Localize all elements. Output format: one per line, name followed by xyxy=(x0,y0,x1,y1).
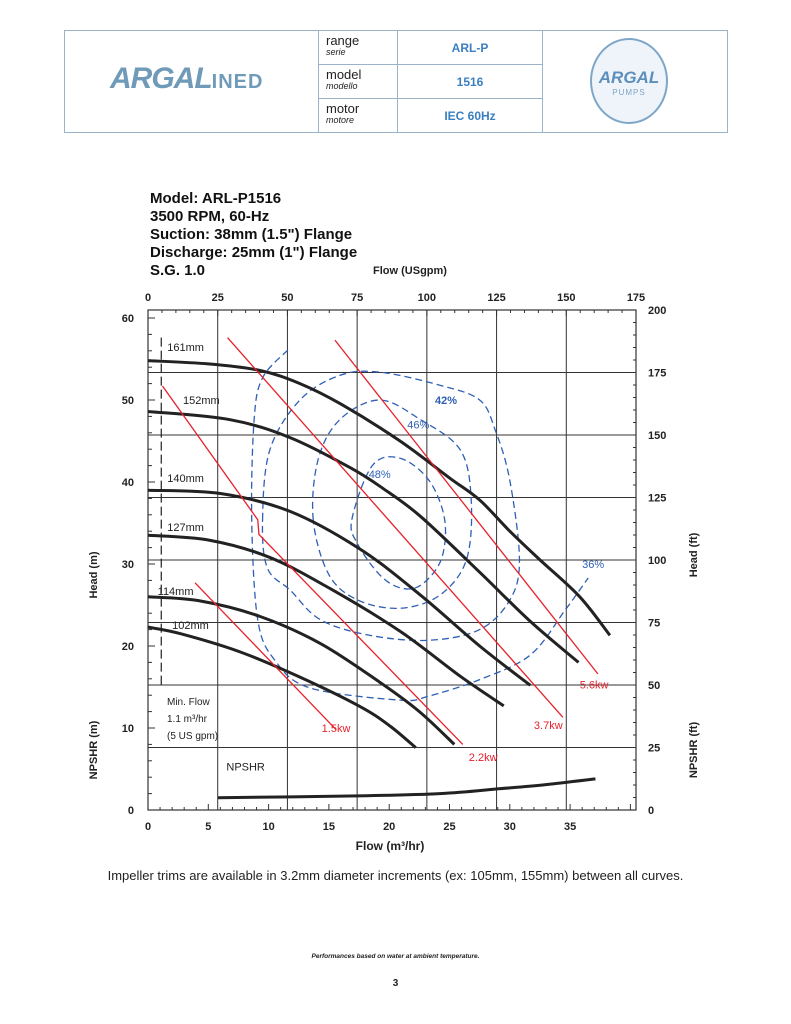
head-curve-140mm xyxy=(147,488,532,687)
y-tick-label: 0 xyxy=(128,805,134,817)
power-label: 2.2kw xyxy=(469,752,498,764)
power-label: 5.6kw xyxy=(580,680,609,692)
npshr-curve xyxy=(217,777,596,800)
x2-tick-label: 50 xyxy=(281,292,293,304)
npshr-y-axis-label: NPSHR (m) xyxy=(88,720,100,779)
pump-info: Model: ARL-P1516 3500 RPM, 60-Hz Suction… xyxy=(150,190,357,280)
x-tick-label: 5 xyxy=(205,821,211,833)
efficiency-label: 46% xyxy=(407,420,429,432)
min-flow-label: (5 US gpm) xyxy=(167,731,218,742)
x2-axis-label: Flow (USgpm) xyxy=(373,265,447,277)
y-tick-label: 40 xyxy=(122,477,134,489)
y2-tick-label: 50 xyxy=(648,680,660,692)
min-flow-label: Min. Flow xyxy=(167,697,211,708)
argal-pumps-logo: ARGAL PUMPS xyxy=(590,38,668,124)
footnote: Performances based on water at ambient t… xyxy=(311,953,480,960)
power-line-1.5kw xyxy=(194,582,337,731)
efficiency-label: 42% xyxy=(435,395,457,407)
x-tick-label: 0 xyxy=(145,821,151,833)
page-number: 3 xyxy=(392,978,399,989)
impeller-label: 140mm xyxy=(167,473,204,485)
efficiency-curve-48pct xyxy=(350,456,447,590)
caption: Impeller trims are available in 3.2mm di… xyxy=(107,868,684,883)
impeller-label: 127mm xyxy=(167,522,204,534)
model-value: 1516 xyxy=(398,65,543,99)
range-label: range serie xyxy=(318,31,398,65)
impeller-label: 161mm xyxy=(167,342,204,354)
rpm-line: 3500 RPM, 60-Hz xyxy=(150,208,270,225)
efficiency-label: 48% xyxy=(369,469,391,481)
x2-tick-label: 25 xyxy=(212,292,224,304)
y2-tick-label: 0 xyxy=(648,805,654,817)
sg-line: S.G. 1.0 xyxy=(150,262,206,279)
efficiency-curve-42pct xyxy=(261,370,521,642)
y-tick-label: 30 xyxy=(122,559,134,571)
y2-tick-label: 200 xyxy=(648,305,666,317)
impeller-label: 102mm xyxy=(172,620,209,632)
head-curve-161mm xyxy=(147,359,612,637)
impeller-label: 152mm xyxy=(183,395,220,407)
y-tick-label: 60 xyxy=(122,313,134,325)
x2-tick-label: 75 xyxy=(351,292,363,304)
head-curve-102mm xyxy=(147,625,417,749)
x-tick-label: 30 xyxy=(504,821,516,833)
power-line-2.2kw xyxy=(161,385,464,745)
x-axis-label: Flow (m³/hr) xyxy=(356,839,425,853)
impeller-label: 114mm xyxy=(158,586,194,598)
head-curve-114mm xyxy=(147,595,456,746)
efficiency-curve-46pct xyxy=(311,399,473,610)
head-curve-152mm xyxy=(147,409,580,664)
header-table xyxy=(64,30,728,133)
model-label: model modello xyxy=(318,65,398,99)
x2-tick-label: 125 xyxy=(487,292,505,304)
y-tick-label: 50 xyxy=(122,395,134,407)
power-label: 3.7kw xyxy=(534,720,563,732)
argal-ined-logo: ARGALINED xyxy=(110,62,264,95)
y2-tick-label: 100 xyxy=(648,555,666,567)
y-tick-label: 20 xyxy=(122,641,134,653)
power-line-3.7kw xyxy=(227,337,564,718)
head-curve-127mm xyxy=(147,533,505,708)
motor-value: IEC 60Hz xyxy=(398,99,543,133)
model-line: Model: ARL-P1516 xyxy=(150,190,282,207)
y2-tick-label: 75 xyxy=(648,618,660,630)
y2-tick-label: 175 xyxy=(648,368,666,380)
min-flow-label: 1.1 m³/hr xyxy=(167,714,208,725)
x-tick-label: 35 xyxy=(564,821,576,833)
efficiency-label: 36% xyxy=(582,559,604,571)
efficiency-curve-36pct xyxy=(250,349,589,702)
y2-tick-label: 125 xyxy=(648,493,666,505)
x2-tick-label: 0 xyxy=(145,292,151,304)
power-label: 1.5kw xyxy=(322,723,351,735)
y2-tick-label: 150 xyxy=(648,430,666,442)
power-line-5.6kw xyxy=(334,339,599,675)
x2-tick-label: 175 xyxy=(627,292,645,304)
suction-line: Suction: 38mm (1.5") Flange xyxy=(150,226,353,243)
x-tick-label: 10 xyxy=(262,821,274,833)
y-axis-label: Head (m) xyxy=(88,551,100,598)
npshr-label: NPSHR xyxy=(226,762,265,774)
y2-axis-label: Head (ft) xyxy=(688,532,700,577)
x-tick-label: 15 xyxy=(323,821,335,833)
y2-tick-label: 25 xyxy=(648,743,660,755)
x-tick-label: 25 xyxy=(443,821,455,833)
motor-label: motor motore xyxy=(318,99,398,133)
x2-tick-label: 150 xyxy=(557,292,575,304)
x-tick-label: 20 xyxy=(383,821,395,833)
discharge-line: Discharge: 25mm (1") Flange xyxy=(150,244,358,261)
x2-tick-label: 100 xyxy=(418,292,436,304)
y-tick-label: 10 xyxy=(122,723,134,735)
range-value: ARL-P xyxy=(398,31,543,65)
npshr-y2-axis-label: NPSHR (ft) xyxy=(688,722,700,779)
